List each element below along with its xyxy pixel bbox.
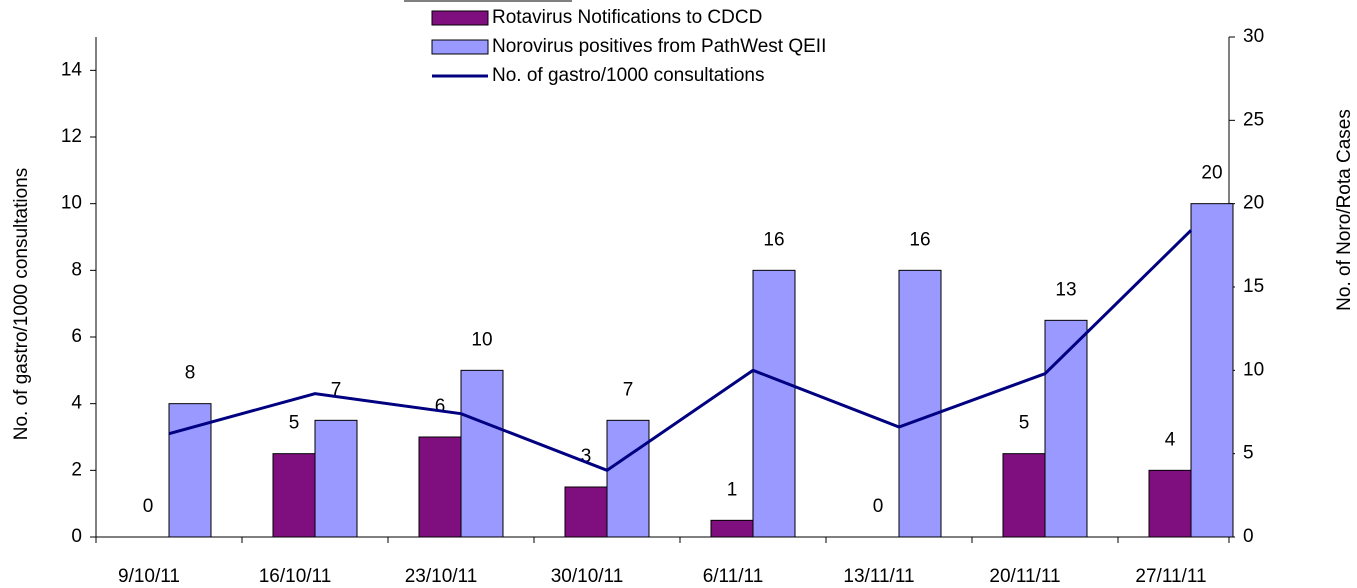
legend-swatch <box>431 10 489 26</box>
data-label: 10 <box>471 329 492 350</box>
data-label: 1 <box>727 479 738 500</box>
y-tick-label: 8 <box>71 259 82 280</box>
data-label: 16 <box>763 229 784 250</box>
legend-label: Rotavirus Notifications to CDCD <box>492 7 762 28</box>
x-tick-label: 16/10/11 <box>259 566 332 587</box>
y2-tick-label: 15 <box>1243 276 1264 297</box>
data-label: 16 <box>909 229 930 250</box>
y2-tick-label: 25 <box>1243 109 1264 130</box>
data-label: 0 <box>143 496 154 517</box>
bar <box>272 453 316 538</box>
y-tick-label: 0 <box>71 526 82 547</box>
y2-tick-label: 10 <box>1243 359 1264 380</box>
y-tick-label: 4 <box>71 393 82 414</box>
legend-label: No. of gastro/1000 consultations <box>492 65 765 86</box>
bar <box>460 369 504 538</box>
data-label: 8 <box>185 363 196 384</box>
y2-tick-label: 30 <box>1243 26 1264 47</box>
x-tick-label: 30/10/11 <box>551 566 624 587</box>
bar <box>898 269 942 538</box>
y-axis-label: No. of gastro/1000 consultations <box>11 168 32 441</box>
x-tick-label: 13/11/11 <box>843 566 914 587</box>
data-label: 6 <box>435 396 446 417</box>
y-tick-label: 2 <box>71 459 82 480</box>
data-label: 7 <box>331 379 342 400</box>
y2-tick-label: 0 <box>1243 526 1254 547</box>
legend-label: Norovirus positives from PathWest QEII <box>492 36 826 57</box>
bar <box>1002 453 1046 538</box>
y-tick-label: 10 <box>61 193 82 214</box>
bar <box>418 436 462 538</box>
bar <box>606 419 650 538</box>
bar <box>710 519 754 538</box>
bar <box>1044 319 1088 538</box>
data-label: 20 <box>1201 163 1222 184</box>
bar <box>168 403 212 538</box>
x-tick-label: 20/11/11 <box>989 566 1060 587</box>
bar <box>1190 203 1234 538</box>
data-label: 5 <box>289 413 300 434</box>
line <box>168 229 1193 473</box>
data-label: 7 <box>623 379 634 400</box>
x-tick-label: 27/11/11 <box>1135 566 1206 587</box>
x-tick-label: 23/10/11 <box>405 566 478 587</box>
legend-swatch <box>431 39 489 55</box>
data-label: 13 <box>1055 279 1076 300</box>
y2-axis-label: No. of Noro/Rota Cases <box>1334 109 1355 311</box>
y2-tick-label: 5 <box>1243 443 1254 464</box>
data-label: 3 <box>581 446 592 467</box>
bar <box>1148 469 1192 538</box>
bar <box>752 269 796 538</box>
bar <box>314 419 358 538</box>
x-tick-label: 9/10/11 <box>118 566 180 587</box>
bar <box>564 486 608 538</box>
y-tick-label: 6 <box>71 326 82 347</box>
data-label: 4 <box>1165 429 1176 450</box>
y-tick-label: 12 <box>61 126 82 147</box>
y-tick-label: 14 <box>61 59 83 80</box>
x-tick-label: 6/11/11 <box>703 566 764 587</box>
y2-tick-label: 20 <box>1243 193 1264 214</box>
data-label: 0 <box>873 496 884 517</box>
data-label: 5 <box>1019 413 1030 434</box>
